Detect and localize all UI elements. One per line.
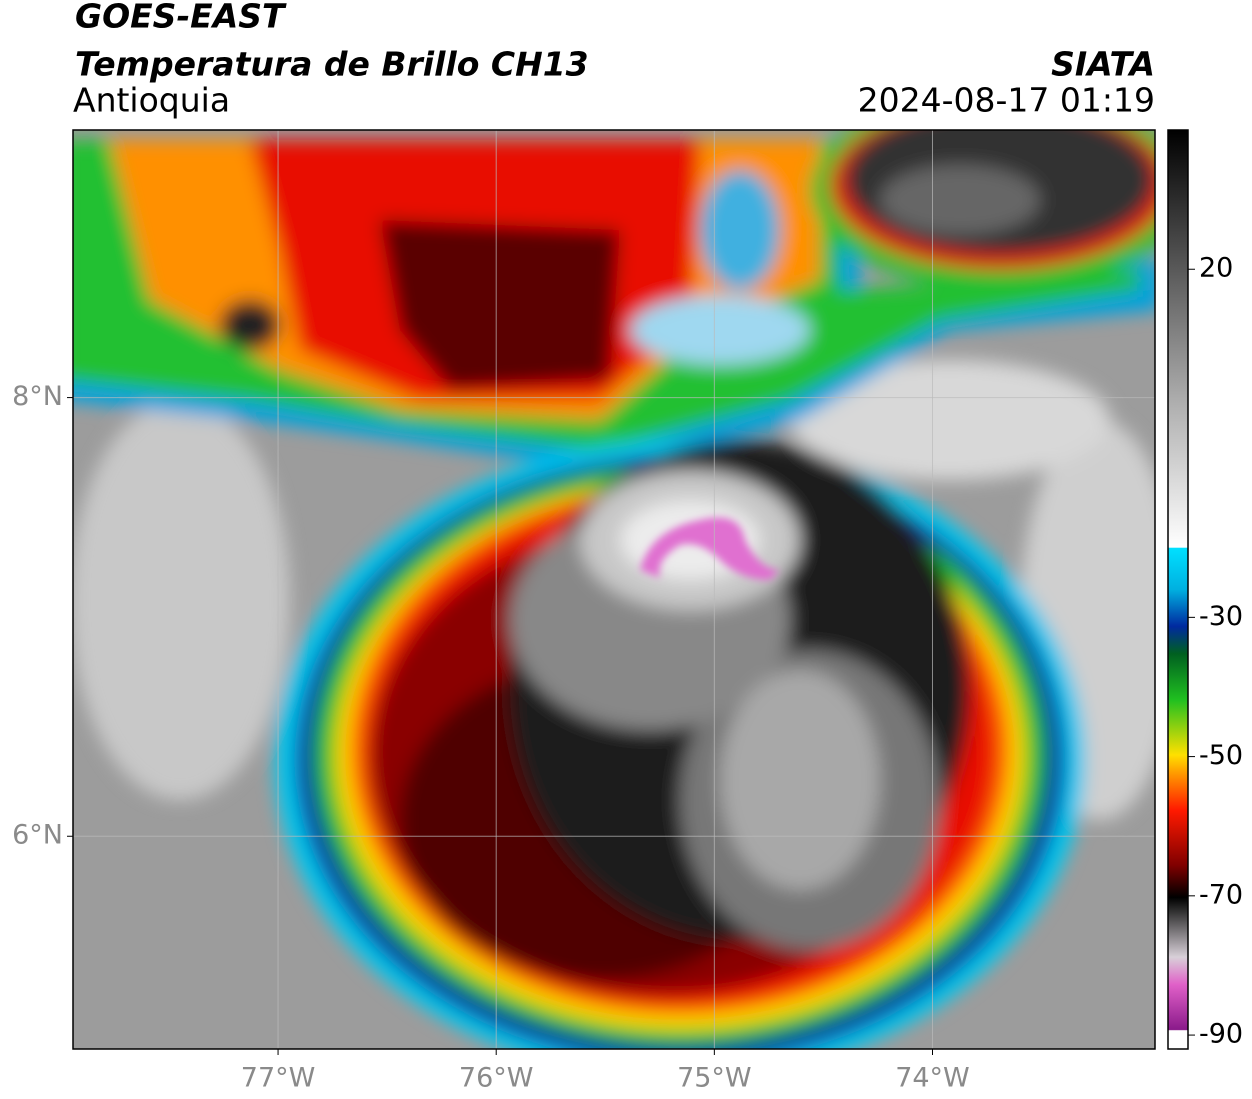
grid (73, 130, 1155, 1049)
satellite-image (73, 130, 1155, 1049)
subtitle: Temperatura de Brillo CH13 (75, 45, 589, 84)
title: GOES-EAST (75, 0, 287, 36)
colorbar-label: -70 (1199, 879, 1243, 910)
datetime: 2024-08-17 01:19 (858, 81, 1155, 120)
source: SIATA (1051, 45, 1155, 84)
x-tick-label: 75°W (677, 1063, 752, 1094)
colorbar-label: -30 (1199, 601, 1243, 632)
colorbar-label: -90 (1199, 1019, 1243, 1050)
colorbar-label: -50 (1199, 740, 1243, 771)
x-tick-label: 74°W (895, 1063, 970, 1094)
y-tick-label: 6°N (12, 820, 63, 851)
map-frame (72, 129, 1156, 1050)
colorbar-label: 20 (1199, 253, 1233, 284)
region: Antioquia (73, 81, 230, 120)
y-tick-label: 8°N (12, 381, 63, 412)
x-tick-label: 76°W (459, 1063, 534, 1094)
colorbar (1167, 129, 1189, 1050)
x-tick-label: 77°W (241, 1063, 316, 1094)
